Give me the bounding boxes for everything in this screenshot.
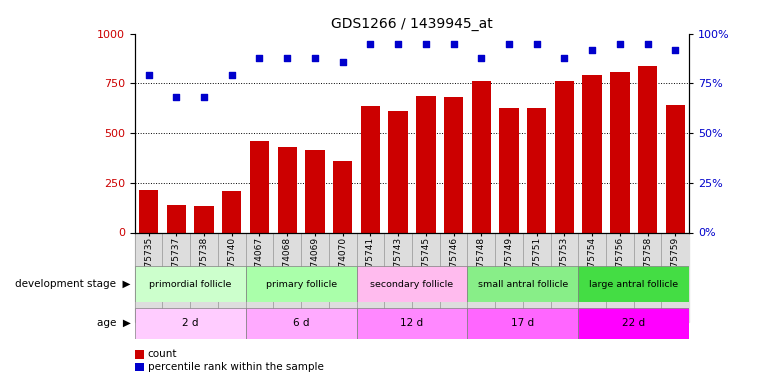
Bar (190, 232, 218, 322)
Bar (135, 308, 246, 339)
Text: primordial follicle: primordial follicle (149, 280, 231, 289)
Bar (467, 308, 578, 339)
Bar (329, 232, 357, 322)
Bar (246, 232, 273, 322)
Text: percentile rank within the sample: percentile rank within the sample (148, 362, 323, 372)
Point (531, 41, 543, 47)
Bar (357, 266, 467, 302)
Text: 17 d: 17 d (511, 318, 534, 328)
Point (558, 55, 571, 61)
Point (475, 55, 487, 61)
Bar (634, 232, 661, 322)
Bar (218, 232, 246, 322)
Title: GDS1266 / 1439945_at: GDS1266 / 1439945_at (331, 17, 493, 32)
Text: 12 d: 12 d (400, 318, 424, 328)
Bar (416, 96, 436, 232)
Bar (467, 266, 578, 302)
Bar (139, 190, 159, 232)
Bar (357, 308, 467, 339)
Bar (222, 191, 242, 232)
Bar (499, 108, 519, 232)
Bar (277, 147, 297, 232)
Bar (384, 232, 412, 322)
Bar (246, 308, 357, 339)
Point (170, 94, 182, 100)
Bar (301, 232, 329, 322)
Bar (360, 106, 380, 232)
Bar (357, 232, 384, 322)
Point (641, 41, 654, 47)
Bar (582, 75, 602, 232)
Bar (661, 232, 689, 322)
Bar (333, 161, 353, 232)
Bar (665, 105, 685, 232)
Bar (440, 232, 467, 322)
Text: primary follicle: primary follicle (266, 280, 336, 289)
Point (142, 72, 155, 78)
Point (392, 41, 404, 47)
Bar (554, 81, 574, 232)
Bar (273, 232, 301, 322)
Bar (551, 232, 578, 322)
Bar (495, 232, 523, 322)
Point (364, 41, 377, 47)
Bar (523, 232, 551, 322)
Bar (527, 108, 547, 232)
Point (420, 41, 432, 47)
Bar (162, 232, 190, 322)
Bar (135, 232, 162, 322)
Point (198, 94, 210, 100)
Text: secondary follicle: secondary follicle (370, 280, 454, 289)
Point (503, 41, 515, 47)
Bar (249, 141, 270, 232)
Point (669, 46, 681, 53)
Point (226, 72, 238, 78)
Text: 22 d: 22 d (622, 318, 645, 328)
Bar (578, 232, 606, 322)
Bar (638, 66, 658, 232)
Text: small antral follicle: small antral follicle (477, 280, 568, 289)
Point (586, 46, 598, 53)
Bar (194, 206, 214, 232)
Bar (471, 81, 491, 232)
Text: large antral follicle: large antral follicle (589, 280, 678, 289)
Bar (606, 232, 634, 322)
Point (614, 41, 626, 47)
Bar (444, 98, 464, 232)
Text: age  ▶: age ▶ (97, 318, 131, 328)
Text: 2 d: 2 d (182, 318, 199, 328)
Bar (305, 150, 325, 232)
Text: 6 d: 6 d (293, 318, 310, 328)
Point (336, 58, 349, 64)
Bar (135, 266, 246, 302)
Text: count: count (148, 350, 177, 359)
Point (309, 55, 321, 61)
Point (281, 55, 293, 61)
Bar (166, 205, 186, 232)
Text: development stage  ▶: development stage ▶ (15, 279, 131, 289)
Point (253, 55, 266, 61)
Bar (412, 232, 440, 322)
Bar (578, 308, 689, 339)
Bar (578, 266, 689, 302)
Bar (610, 72, 630, 232)
Point (447, 41, 460, 47)
Bar (246, 266, 357, 302)
Bar (467, 232, 495, 322)
Bar (388, 111, 408, 232)
